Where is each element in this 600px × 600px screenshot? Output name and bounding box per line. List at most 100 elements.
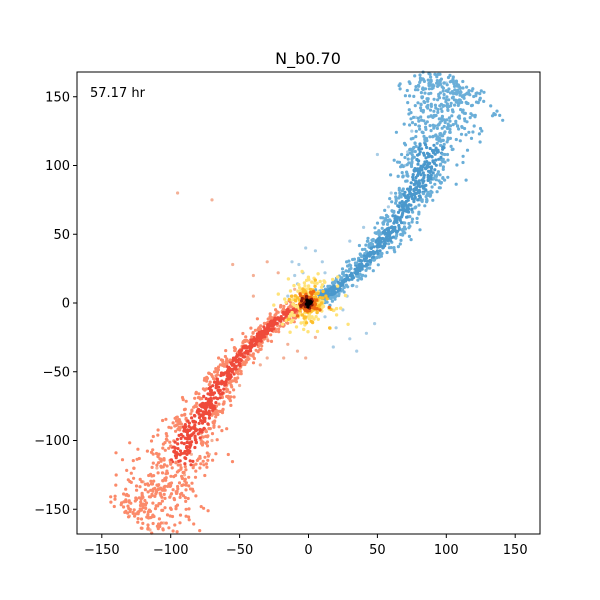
data-point <box>193 414 197 418</box>
data-point <box>443 120 447 125</box>
data-point <box>431 86 435 90</box>
data-point <box>440 109 444 113</box>
data-point <box>230 460 235 464</box>
data-point <box>218 409 222 413</box>
data-point <box>208 412 212 416</box>
data-point <box>199 462 203 466</box>
data-point <box>313 278 317 282</box>
data-point <box>396 204 400 208</box>
data-point <box>187 484 191 488</box>
data-point <box>212 380 217 384</box>
data-point <box>205 440 209 444</box>
data-point <box>127 499 131 503</box>
data-point <box>406 150 410 154</box>
data-point <box>389 225 393 230</box>
data-point <box>207 392 211 396</box>
data-point <box>109 495 113 499</box>
data-point <box>342 285 346 290</box>
data-point <box>404 179 408 183</box>
data-point <box>465 101 469 105</box>
data-point <box>159 464 163 468</box>
data-point <box>448 73 452 77</box>
data-point <box>184 416 188 420</box>
data-point <box>131 510 135 515</box>
data-point <box>174 460 178 464</box>
data-point <box>279 315 283 319</box>
data-point <box>380 226 384 230</box>
data-point <box>137 496 141 500</box>
data-point <box>147 516 151 520</box>
data-point <box>455 163 459 167</box>
data-point <box>408 185 412 189</box>
data-point <box>413 141 417 145</box>
data-point <box>310 315 314 319</box>
data-point <box>411 146 415 151</box>
data-point <box>429 114 433 118</box>
data-point <box>114 473 118 477</box>
data-point <box>330 281 335 285</box>
data-point <box>190 408 194 412</box>
data-point <box>157 483 161 487</box>
data-point <box>215 377 219 381</box>
plot-points <box>109 70 505 535</box>
data-point <box>293 298 297 302</box>
data-point <box>219 371 224 375</box>
data-point <box>336 275 340 279</box>
data-point <box>180 476 184 481</box>
data-point <box>145 449 149 453</box>
y-tick-label: −150 <box>34 503 70 518</box>
data-point <box>185 452 189 456</box>
data-point <box>178 428 182 432</box>
data-point <box>222 387 226 391</box>
data-point <box>358 269 362 273</box>
data-point <box>414 175 418 180</box>
data-point <box>327 305 331 310</box>
data-point <box>425 145 429 150</box>
data-point <box>202 394 206 398</box>
data-point <box>133 514 137 518</box>
x-tick-label: 50 <box>369 543 386 558</box>
data-point <box>357 263 361 268</box>
data-point <box>181 470 185 475</box>
data-point <box>446 175 450 179</box>
data-point <box>300 296 304 301</box>
data-point <box>184 488 188 492</box>
data-point <box>482 90 486 94</box>
data-point <box>328 326 332 330</box>
data-point <box>229 379 233 383</box>
data-point <box>203 416 207 420</box>
data-point <box>427 87 431 91</box>
data-point <box>187 515 191 519</box>
data-point <box>156 433 160 437</box>
data-point <box>282 356 286 360</box>
data-point <box>272 321 276 325</box>
data-point <box>394 234 399 238</box>
data-point <box>178 459 182 463</box>
data-point <box>251 273 255 278</box>
data-point <box>401 175 405 179</box>
data-point <box>433 168 437 172</box>
data-point <box>403 221 407 225</box>
data-point <box>371 237 375 242</box>
data-point <box>416 162 420 166</box>
data-point <box>207 383 211 387</box>
data-point <box>213 370 217 374</box>
data-point <box>304 321 309 325</box>
data-point <box>171 529 175 533</box>
data-point <box>436 98 440 102</box>
data-point <box>428 177 432 181</box>
data-point <box>471 130 475 134</box>
data-point <box>144 506 148 510</box>
data-point <box>134 497 139 502</box>
data-point <box>199 419 203 423</box>
data-point <box>251 354 255 358</box>
data-point <box>290 260 294 264</box>
data-point <box>268 312 272 316</box>
data-point <box>161 442 165 446</box>
data-point <box>232 346 236 350</box>
data-point <box>156 527 160 531</box>
data-point <box>194 441 198 445</box>
data-point <box>210 432 215 436</box>
data-point <box>409 117 413 121</box>
data-point <box>421 110 425 114</box>
